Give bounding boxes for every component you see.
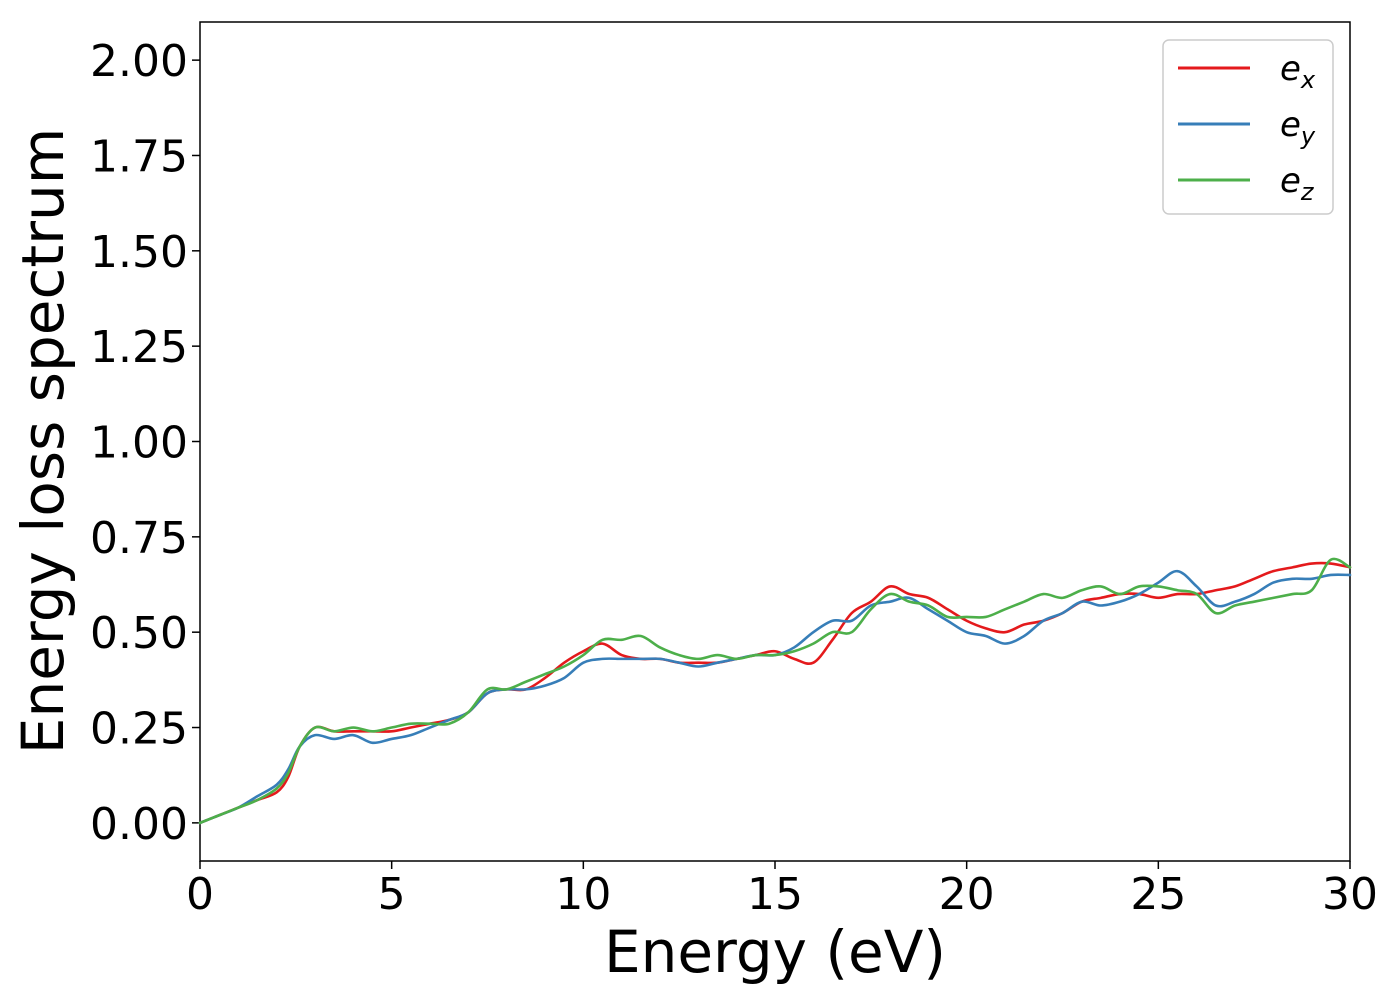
legend-label-base: e — [1280, 49, 1301, 89]
legend-label-base: e — [1280, 105, 1301, 145]
y-tick-label: 1.75 — [90, 131, 188, 182]
x-tick-label: 5 — [378, 869, 406, 920]
legend-label-ex: ex — [1280, 49, 1316, 94]
legend-label-ez: ez — [1280, 161, 1315, 206]
x-tick-label: 30 — [1322, 869, 1378, 920]
x-tick-label: 25 — [1130, 869, 1186, 920]
y-axis-label: Energy loss spectrum — [9, 128, 77, 754]
legend-label-ey: ey — [1280, 105, 1316, 150]
y-tick-label: 1.00 — [90, 418, 188, 469]
y-axis-ticks: 0.00 0.25 0.50 0.75 1.00 1.25 1.50 1.75 2.00 — [90, 36, 200, 850]
y-tick-label: 2.00 — [90, 36, 188, 87]
series-lines — [198, 557, 1352, 825]
legend-label-base: e — [1280, 161, 1301, 201]
y-tick-label: 0.50 — [90, 608, 188, 659]
x-tick-label: 10 — [555, 869, 611, 920]
legend-label-subscript: y — [1300, 122, 1316, 150]
x-axis-label: Energy (eV) — [604, 918, 946, 986]
y-tick-label: 0.25 — [90, 704, 188, 755]
series-line-ez — [198, 557, 1352, 825]
y-tick-label: 1.25 — [90, 322, 188, 373]
legend-label-subscript: z — [1300, 178, 1315, 206]
y-tick-label: 1.50 — [90, 227, 188, 278]
legend-label-subscript: x — [1300, 66, 1316, 94]
x-tick-label: 0 — [186, 869, 214, 920]
y-tick-label: 0.00 — [90, 799, 188, 850]
legend-box — [1162, 39, 1334, 215]
x-tick-label: 20 — [939, 869, 995, 920]
y-tick-label: 0.75 — [90, 513, 188, 564]
x-axis-ticks: 0 5 10 15 20 25 30 — [186, 861, 1378, 920]
x-tick-label: 15 — [747, 869, 803, 920]
